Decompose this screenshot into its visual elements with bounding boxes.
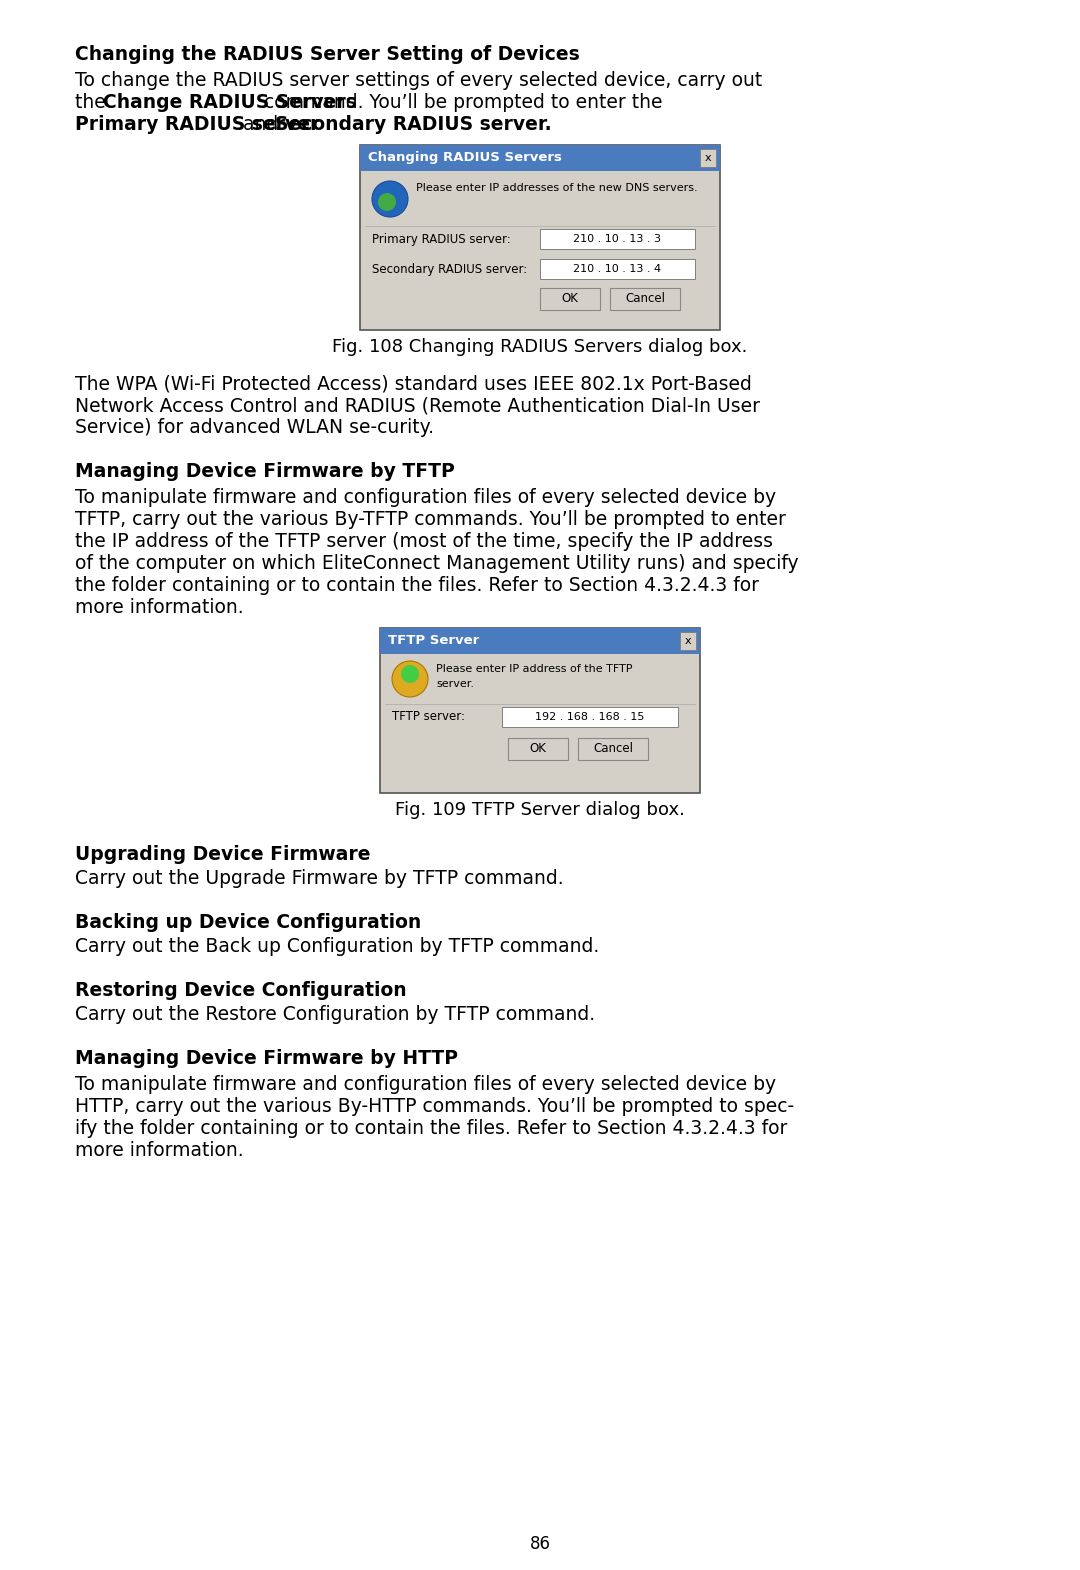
Text: TFTP server:: TFTP server:: [392, 711, 465, 724]
Bar: [380, 628, 700, 793]
Text: command. You’ll be prompted to enter the: command. You’ll be prompted to enter the: [258, 93, 662, 111]
Text: To manipulate firmware and configuration files of every selected device by: To manipulate firmware and configuration…: [75, 1075, 777, 1094]
Bar: [540, 229, 694, 250]
Text: HTTP, carry out the various By-HTTP commands. You’ll be prompted to spec-: HTTP, carry out the various By-HTTP comm…: [75, 1097, 794, 1116]
Text: Service) for advanced WLAN se‐curity.: Service) for advanced WLAN se‐curity.: [75, 418, 434, 436]
Text: Upgrading Device Firmware: Upgrading Device Firmware: [75, 845, 370, 864]
Text: Cancel: Cancel: [625, 292, 665, 306]
Text: Managing Device Firmware by HTTP: Managing Device Firmware by HTTP: [75, 1049, 458, 1068]
Circle shape: [392, 661, 428, 697]
Bar: [610, 287, 680, 309]
Bar: [578, 738, 648, 760]
Text: Carry out the Back up Configuration by TFTP command.: Carry out the Back up Configuration by T…: [75, 937, 599, 956]
Bar: [700, 149, 716, 166]
Text: Changing RADIUS Servers: Changing RADIUS Servers: [368, 151, 562, 165]
Text: Secondary RADIUS server.: Secondary RADIUS server.: [275, 115, 552, 133]
Text: ify the folder containing or to contain the files. Refer to Section 4.3.2.4.3 fo: ify the folder containing or to contain …: [75, 1119, 787, 1138]
Text: Primary RADIUS server:: Primary RADIUS server:: [372, 232, 511, 245]
Text: Secondary RADIUS server:: Secondary RADIUS server:: [372, 262, 527, 275]
Circle shape: [378, 193, 396, 210]
Text: Backing up Device Configuration: Backing up Device Configuration: [75, 914, 421, 933]
Bar: [508, 738, 568, 760]
Text: Please enter IP addresses of the new DNS servers.: Please enter IP addresses of the new DNS…: [416, 184, 698, 193]
Text: x: x: [704, 152, 712, 163]
Text: Network Access Control and RADIUS (Remote Authentication Dial-In User: Network Access Control and RADIUS (Remot…: [75, 396, 760, 414]
Text: Primary RADIUS server: Primary RADIUS server: [75, 115, 320, 133]
Bar: [540, 287, 600, 309]
Bar: [680, 633, 696, 650]
Text: The WPA (Wi-Fi Protected Access) standard uses IEEE 802.1x Port-Based: The WPA (Wi-Fi Protected Access) standar…: [75, 374, 752, 392]
Text: the: the: [75, 93, 111, 111]
Text: Restoring Device Configuration: Restoring Device Configuration: [75, 981, 407, 1000]
Text: more information.: more information.: [75, 598, 244, 617]
Text: Managing Device Firmware by TFTP: Managing Device Firmware by TFTP: [75, 462, 455, 480]
Text: Carry out the Upgrade Firmware by TFTP command.: Carry out the Upgrade Firmware by TFTP c…: [75, 870, 564, 889]
Text: Fig. 108 Changing RADIUS Servers dialog box.: Fig. 108 Changing RADIUS Servers dialog …: [333, 338, 747, 356]
Text: Changing the RADIUS Server Setting of Devices: Changing the RADIUS Server Setting of De…: [75, 46, 580, 64]
Text: To manipulate firmware and configuration files of every selected device by: To manipulate firmware and configuration…: [75, 488, 777, 507]
Text: more information.: more information.: [75, 1141, 244, 1160]
Text: OK: OK: [562, 292, 579, 306]
Bar: [360, 144, 720, 330]
Text: Please enter IP address of the TFTP: Please enter IP address of the TFTP: [436, 664, 633, 674]
Text: 210 . 10 . 13 . 4: 210 . 10 . 13 . 4: [573, 264, 661, 275]
Text: Cancel: Cancel: [593, 743, 633, 755]
Text: OK: OK: [529, 743, 546, 755]
Bar: [380, 628, 700, 655]
Text: TFTP Server: TFTP Server: [388, 634, 480, 647]
Text: x: x: [685, 636, 691, 645]
Text: Change RADIUS Servers: Change RADIUS Servers: [103, 93, 356, 111]
Text: 210 . 10 . 13 . 3: 210 . 10 . 13 . 3: [573, 234, 661, 243]
Circle shape: [372, 181, 408, 217]
Bar: [501, 706, 677, 727]
Text: 86: 86: [529, 1535, 551, 1553]
Text: the IP address of the TFTP server (most of the time, specify the IP address: the IP address of the TFTP server (most …: [75, 532, 773, 551]
Circle shape: [401, 666, 419, 683]
Text: Carry out the Restore Configuration by TFTP command.: Carry out the Restore Configuration by T…: [75, 1005, 595, 1024]
Text: and: and: [237, 115, 284, 133]
Text: the folder containing or to contain the files. Refer to Section 4.3.2.4.3 for: the folder containing or to contain the …: [75, 576, 759, 595]
Text: Fig. 109 TFTP Server dialog box.: Fig. 109 TFTP Server dialog box.: [395, 801, 685, 820]
Text: 192 . 168 . 168 . 15: 192 . 168 . 168 . 15: [535, 713, 645, 722]
Text: server.: server.: [436, 678, 474, 689]
Bar: [540, 259, 694, 279]
Text: TFTP, carry out the various By-TFTP commands. You’ll be prompted to enter: TFTP, carry out the various By-TFTP comm…: [75, 510, 786, 529]
Text: of the computer on which EliteConnect Management Utility runs) and specify: of the computer on which EliteConnect Ma…: [75, 554, 798, 573]
Text: To change the RADIUS server settings of every selected device, carry out: To change the RADIUS server settings of …: [75, 71, 762, 89]
Bar: [360, 144, 720, 171]
